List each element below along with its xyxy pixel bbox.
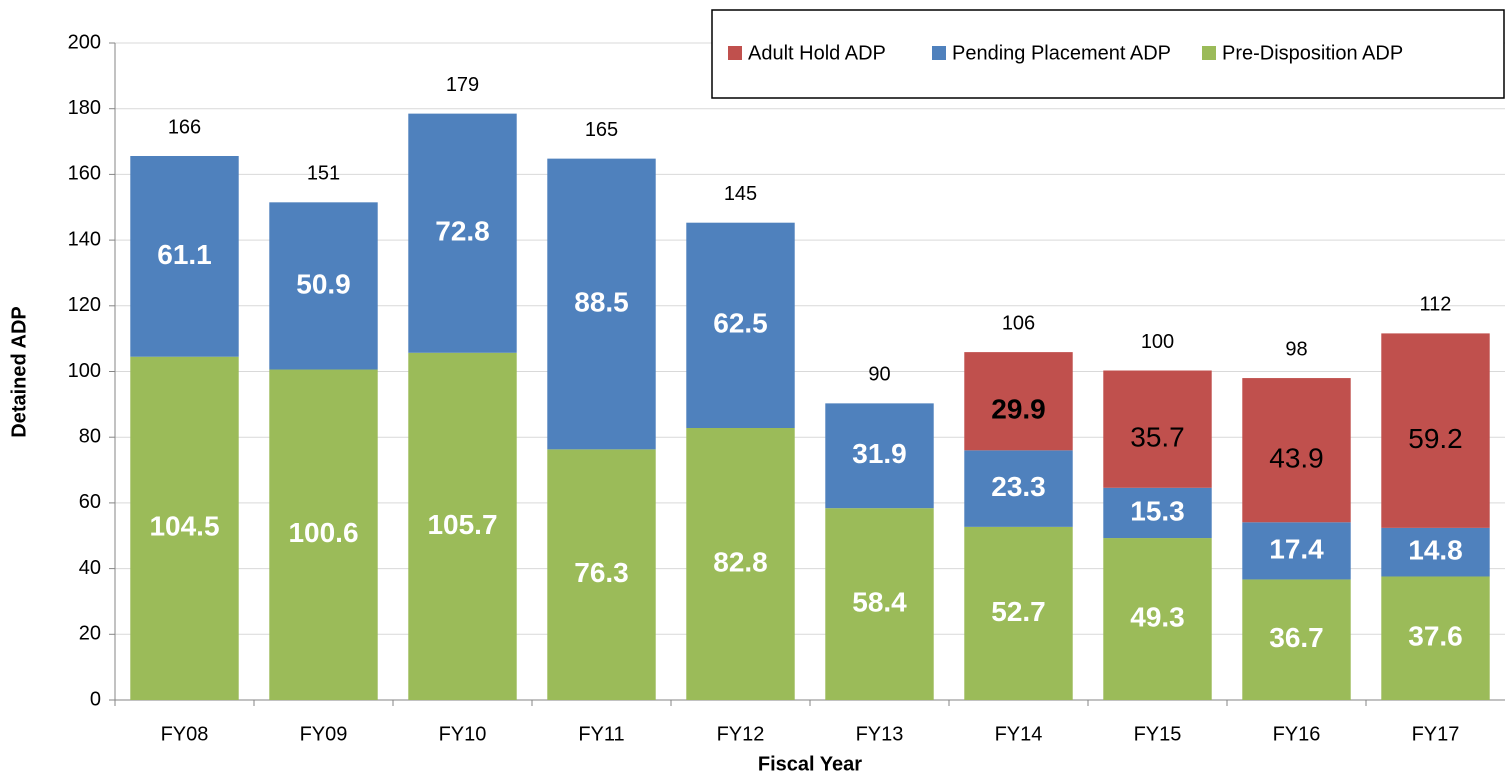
- legend-label: Pending Placement ADP: [952, 42, 1171, 64]
- x-tick-label: FY10: [439, 723, 487, 745]
- x-tick-label: FY14: [995, 723, 1043, 745]
- data-label: 31.9: [852, 438, 907, 469]
- bar-segment: [1381, 527, 1490, 577]
- y-tick-label: 120: [68, 294, 101, 316]
- total-label: 165: [585, 119, 618, 141]
- y-axis-title: Detained ADP: [8, 306, 30, 438]
- x-tick-label: FY15: [1134, 723, 1182, 745]
- data-label: 49.3: [1130, 601, 1185, 632]
- legend-swatch: [932, 46, 946, 60]
- data-label: 76.3: [574, 557, 629, 588]
- data-label: 29.9: [991, 394, 1046, 425]
- data-label: 61.1: [157, 239, 212, 270]
- bar-segment: [964, 352, 1073, 451]
- bar-segment: [686, 428, 795, 700]
- y-tick-label: 60: [79, 491, 101, 513]
- legend-box: [711, 9, 1505, 99]
- x-tick-label: FY11: [578, 723, 624, 745]
- x-tick-label: FY13: [856, 723, 904, 745]
- bar-segment: [408, 113, 517, 353]
- bar-segment: [130, 156, 239, 357]
- bar-segment: [408, 352, 517, 700]
- bar-segment: [547, 158, 656, 450]
- total-label: 112: [1420, 294, 1452, 316]
- bar-segment: [964, 450, 1073, 527]
- total-label: 90: [868, 364, 890, 386]
- y-tick-label: 40: [79, 557, 101, 579]
- bar-segment: [547, 449, 656, 700]
- x-axis-title: Fiscal Year: [758, 753, 862, 775]
- data-label: 100.6: [288, 517, 358, 548]
- data-label: 82.8: [713, 546, 768, 577]
- total-label: 98: [1285, 338, 1307, 360]
- bar-segment: [130, 356, 239, 700]
- bar-segment: [964, 526, 1073, 700]
- y-tick-label: 140: [68, 228, 101, 250]
- data-label: 104.5: [149, 511, 219, 542]
- data-label: 62.5: [713, 308, 768, 339]
- data-label: 59.2: [1408, 423, 1463, 454]
- bar-segment: [1242, 522, 1351, 580]
- total-label: 166: [168, 116, 201, 138]
- legend-swatch: [1202, 46, 1216, 60]
- bar-segment: [269, 202, 378, 370]
- bar-segment: [1103, 487, 1212, 539]
- data-label: 58.4: [852, 586, 907, 617]
- bar-segment: [1381, 333, 1490, 528]
- x-tick-label: FY09: [300, 723, 348, 745]
- y-tick-label: 160: [68, 163, 101, 185]
- bar-segment: [1242, 579, 1351, 700]
- bar-segment: [1381, 576, 1490, 700]
- total-label: 100: [1141, 331, 1174, 353]
- data-label: 14.8: [1408, 535, 1463, 566]
- data-label: 105.7: [427, 509, 497, 540]
- bar-segment: [825, 508, 934, 700]
- total-label: 151: [307, 163, 340, 185]
- y-tick-label: 20: [79, 623, 101, 645]
- bar-segment: [1103, 538, 1212, 700]
- data-label: 72.8: [435, 216, 490, 247]
- y-tick-label: 0: [90, 688, 101, 710]
- data-label: 35.7: [1130, 422, 1185, 453]
- total-label: 179: [446, 74, 479, 96]
- data-label: 43.9: [1269, 443, 1324, 474]
- x-tick-label: FY08: [161, 723, 209, 745]
- y-tick-label: 200: [68, 31, 101, 53]
- y-tick-label: 100: [68, 360, 101, 382]
- data-label: 23.3: [991, 471, 1046, 502]
- bar-segment: [686, 222, 795, 429]
- bar-segment: [1103, 370, 1212, 488]
- total-label: 106: [1002, 312, 1035, 334]
- data-label: 37.6: [1408, 621, 1463, 652]
- x-tick-label: FY16: [1273, 723, 1321, 745]
- y-tick-label: 80: [79, 425, 101, 447]
- x-tick-label: FY12: [717, 723, 765, 745]
- data-label: 88.5: [574, 286, 629, 317]
- data-label: 50.9: [296, 268, 351, 299]
- bar-segment: [269, 369, 378, 700]
- bar-segment: [825, 403, 934, 509]
- legend-swatch: [728, 46, 742, 60]
- y-tick-label: 180: [68, 97, 101, 119]
- legend-label: Adult Hold ADP: [748, 42, 886, 64]
- data-label: 17.4: [1269, 533, 1324, 564]
- total-label: 145: [724, 183, 757, 205]
- legend-label: Pre-Disposition ADP: [1222, 42, 1403, 64]
- data-label: 52.7: [991, 596, 1046, 627]
- bar-segment: [1242, 378, 1351, 523]
- x-tick-label: FY17: [1412, 723, 1460, 745]
- data-label: 36.7: [1269, 622, 1324, 653]
- data-label: 15.3: [1130, 495, 1185, 526]
